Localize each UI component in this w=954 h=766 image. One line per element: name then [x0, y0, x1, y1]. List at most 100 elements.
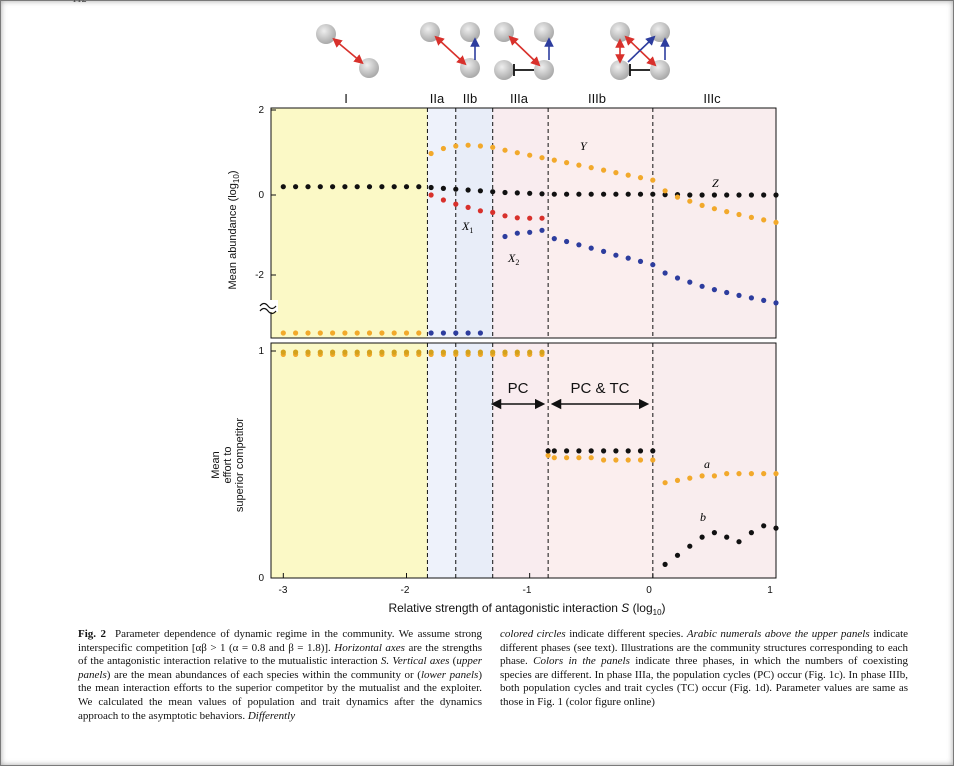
point-effort-b: [545, 448, 551, 454]
phase-band: [427, 108, 456, 338]
point-effort-a: [637, 457, 644, 463]
point-z: [477, 188, 483, 194]
point-z: [490, 189, 496, 195]
point-effort-b: [440, 349, 446, 355]
point-effort-b: [699, 534, 705, 540]
point-z: [761, 192, 767, 198]
point-x2: [761, 297, 767, 303]
pc-annotation: PC: [490, 380, 546, 410]
point-y: [564, 160, 570, 166]
y-tick-label: 1: [258, 346, 264, 357]
curve-label-x1: X1: [461, 219, 473, 235]
phase-band: [427, 343, 456, 578]
point-x1: [514, 215, 520, 221]
point-effort-a: [773, 471, 779, 477]
point-extinct: [280, 330, 286, 336]
point-z: [502, 189, 508, 196]
point-x2: [748, 295, 755, 301]
point-z: [736, 192, 742, 198]
point-effort-a: [687, 475, 693, 481]
point-extinct: [403, 330, 410, 336]
point-y: [601, 167, 607, 173]
point-x1: [428, 192, 434, 198]
point-effort-b: [330, 349, 336, 355]
pctc-annotation: PC & TC: [550, 380, 650, 410]
point-effort-b: [748, 530, 755, 536]
x-tick-label: -1: [523, 585, 532, 596]
point-z: [699, 192, 705, 198]
point-y: [724, 209, 730, 215]
point-z: [588, 191, 594, 197]
point-z: [613, 191, 619, 197]
point-extinct: [428, 330, 434, 336]
phase-label: I: [344, 91, 348, 106]
mutualism-arrow-icon: [332, 37, 364, 65]
point-y: [588, 165, 594, 171]
point-z: [317, 184, 323, 190]
point-x2: [711, 287, 718, 293]
point-effort-a: [650, 457, 656, 463]
point-extinct: [317, 330, 323, 336]
point-z: [724, 192, 730, 198]
point-x2: [662, 270, 668, 276]
upper-y-axis: 2 0 -2 Mean abundance (log10): [227, 105, 276, 290]
point-y: [711, 206, 718, 212]
point-effort-b: [687, 543, 693, 549]
point-extinct: [293, 330, 299, 336]
point-x2: [539, 227, 545, 233]
exploitation-arrow-icon: [627, 35, 656, 63]
point-z: [403, 184, 410, 190]
point-effort-b: [305, 349, 311, 355]
curve-label-b: b: [700, 510, 706, 524]
point-extinct: [366, 330, 373, 336]
point-effort-b: [637, 448, 644, 454]
upper-y-axis-label: Mean abundance (log10): [227, 171, 241, 290]
community-illustration-phase-iiia: [494, 22, 554, 80]
point-z: [662, 192, 668, 198]
point-effort-a: [588, 455, 594, 461]
phase-band: [271, 343, 428, 578]
point-z: [564, 191, 570, 197]
point-z: [280, 184, 286, 190]
point-y: [490, 144, 496, 150]
point-extinct: [305, 330, 311, 336]
point-extinct: [391, 330, 397, 336]
point-effort-b: [514, 349, 520, 355]
point-y: [674, 194, 681, 200]
point-y: [687, 198, 693, 204]
point-effort-b: [453, 349, 459, 355]
x-tick-label: -3: [279, 585, 288, 596]
point-x2: [514, 230, 520, 236]
point-effort-a: [601, 457, 607, 463]
lower-panel-frame: [270, 342, 777, 579]
point-y: [699, 202, 705, 208]
x-tick-label: 1: [767, 585, 773, 596]
point-y: [477, 143, 483, 149]
point-effort-b: [539, 349, 545, 355]
lower-y-axis: 1 0 Mean effort to superior competitor: [210, 346, 276, 584]
point-y: [576, 162, 582, 168]
point-x2: [551, 236, 557, 242]
point-effort-b: [650, 448, 656, 454]
point-effort-b: [428, 349, 434, 355]
point-z: [440, 185, 446, 191]
point-x2: [613, 252, 619, 258]
point-x2: [687, 279, 693, 285]
point-z: [601, 191, 607, 197]
x-tick-label: 0: [646, 585, 652, 596]
point-effort-a: [613, 457, 619, 463]
x-axis-label: Relative strength of antagonistic intera…: [388, 601, 665, 617]
phase-label: IIa: [430, 91, 445, 106]
point-effort-b: [674, 552, 681, 558]
phase-label: IIb: [463, 91, 477, 106]
point-x2: [601, 248, 607, 254]
point-effort-b: [625, 448, 631, 454]
point-y: [551, 157, 557, 163]
point-x2: [637, 258, 644, 264]
phase-bands-lower: [271, 343, 776, 578]
point-effort-b: [317, 349, 323, 355]
point-z: [465, 187, 471, 193]
species-sphere: [534, 22, 554, 42]
curve-label-z: Z: [712, 176, 719, 190]
point-effort-b: [773, 525, 779, 531]
